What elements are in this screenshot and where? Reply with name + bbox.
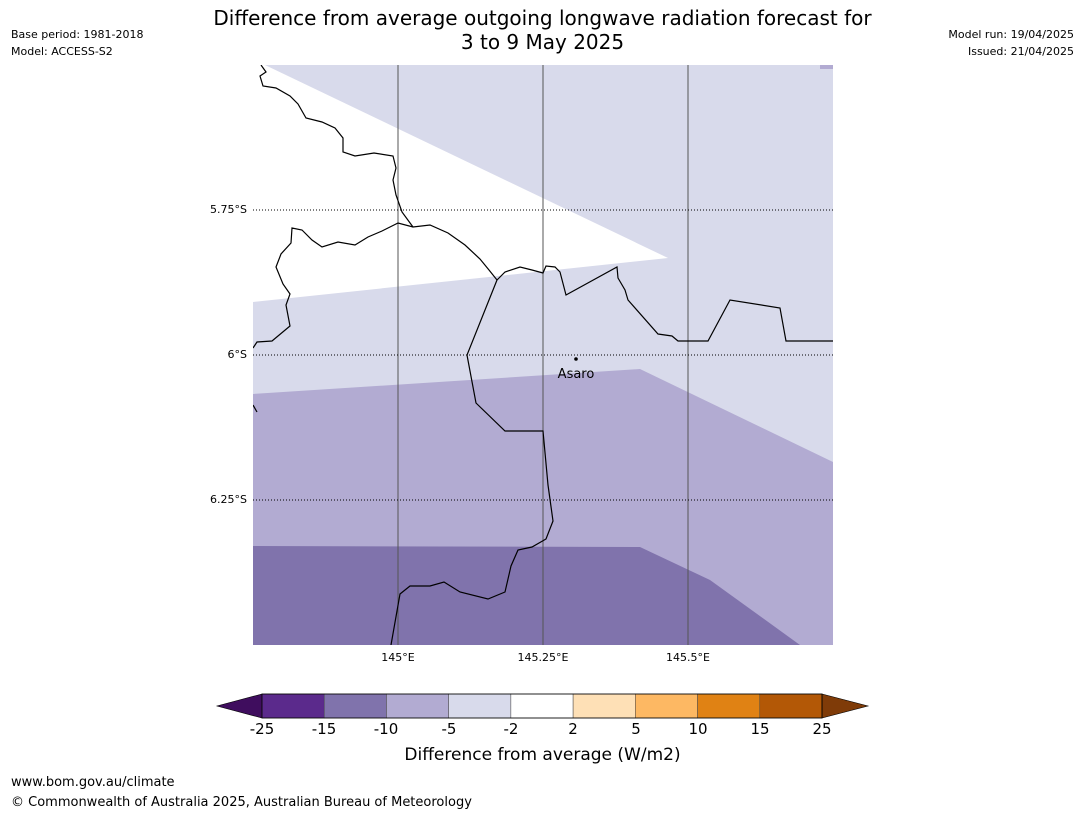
colorbar-tick: 2	[568, 720, 578, 738]
boundary-west-fragment	[253, 404, 258, 413]
lon-labels: 145°E 145.25°E 145.5°E	[381, 651, 710, 664]
colorbar-tick: 10	[688, 720, 708, 738]
parallels	[253, 209, 833, 501]
colorbar-swatch	[386, 693, 449, 719]
colorbar-swatch	[261, 693, 325, 719]
band-corner	[820, 65, 833, 69]
lon-label-145: 145°E	[381, 651, 414, 664]
issued-date: Issued: 21/04/2025	[967, 45, 1074, 58]
boundary-south	[390, 279, 554, 645]
colorbar-swatch	[510, 693, 574, 719]
boundary-central	[253, 222, 833, 349]
colorbar-tick: -25	[249, 720, 275, 738]
map-title: Difference from average outgoing longwav…	[0, 6, 1085, 54]
band-minus10-minus15	[253, 546, 800, 645]
lat-labels: 5.75°S 6°S 6.25°S	[210, 203, 247, 506]
lon-label-145-5: 145.5°E	[666, 651, 710, 664]
map-area: Asaro	[253, 65, 833, 645]
lat-label-5-75: 5.75°S	[210, 203, 247, 216]
colorbar-swatch	[323, 693, 387, 719]
province-boundaries	[253, 65, 833, 645]
colorbar-tick: 25	[812, 720, 832, 738]
colorbar-swatch	[697, 693, 761, 719]
colorbar-tick: -5	[441, 720, 457, 738]
lat-label-6-25: 6.25°S	[210, 493, 247, 506]
band-neutral	[253, 65, 668, 302]
colorbar-tick: -2	[503, 720, 519, 738]
colorbar-tick: 15	[750, 720, 770, 738]
colorbar-swatch	[759, 693, 823, 719]
model-run: Model run: 19/04/2025	[948, 28, 1074, 41]
colorbar-tick: -15	[311, 720, 337, 738]
title-line-2: 3 to 9 May 2025	[460, 30, 625, 54]
footer-copyright: © Commonwealth of Australia 2025, Austra…	[11, 795, 472, 810]
colorbar-extend-low	[215, 693, 263, 719]
footer-url[interactable]: www.bom.gov.au/climate	[11, 775, 175, 790]
asaro-label: Asaro	[558, 367, 595, 382]
base-period: Base period: 1981-2018	[11, 28, 144, 41]
colorbar-extend-high	[821, 693, 870, 719]
colorbar-tick: -10	[373, 720, 399, 738]
title-line-1: Difference from average outgoing longwav…	[213, 6, 872, 30]
colorbar-swatch	[448, 693, 512, 719]
colorbar	[215, 693, 870, 719]
meta-left: Base period: 1981-2018 Model: ACCESS-S2	[11, 26, 143, 60]
colorbar-swatch	[635, 693, 698, 719]
colorbar-tick: 5	[631, 720, 641, 738]
boundary-north	[259, 65, 414, 228]
colorbar-swatch	[572, 693, 636, 719]
asaro-marker	[574, 357, 578, 361]
lon-label-145-25: 145.25°E	[518, 651, 569, 664]
colorbar-label: Difference from average (W/m2)	[404, 745, 681, 765]
meta-right: Model run: 19/04/2025 Issued: 21/04/2025	[948, 26, 1074, 60]
model-name: Model: ACCESS-S2	[11, 45, 113, 58]
colorbar-outline	[261, 693, 823, 719]
lat-label-6: 6°S	[228, 348, 247, 361]
